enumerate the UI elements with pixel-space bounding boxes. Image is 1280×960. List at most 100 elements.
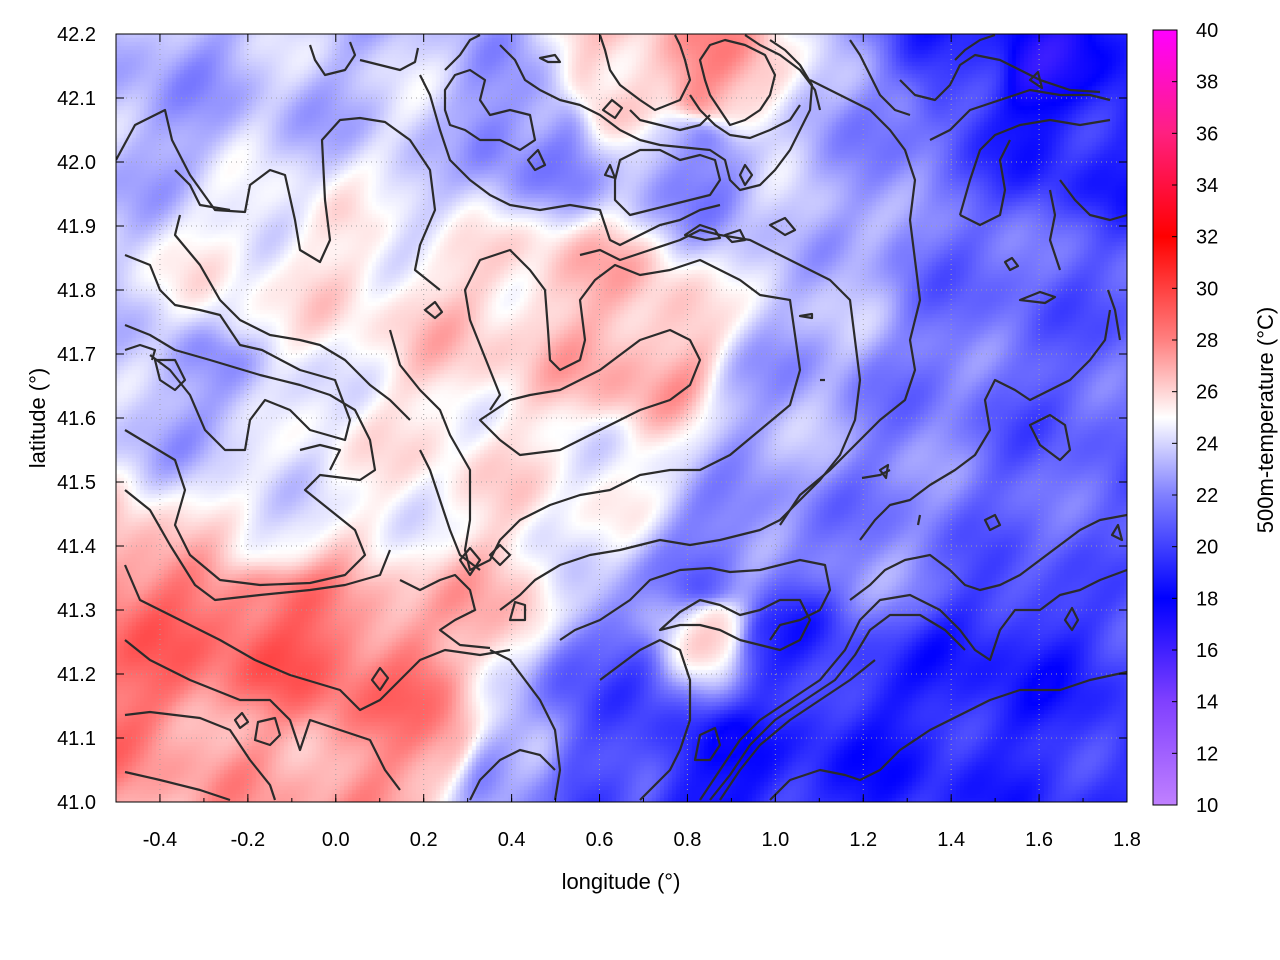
x-tick-label: 1.2 <box>849 829 877 851</box>
colorbar-tick-label: 38 <box>1196 72 1218 94</box>
contour-line <box>308 41 357 77</box>
colorbar-tick-label: 30 <box>1196 278 1218 300</box>
contour-line <box>603 163 617 180</box>
colorbar-tick-label: 14 <box>1196 692 1218 714</box>
colorbar-rect <box>1152 29 1178 806</box>
contour-line <box>1018 290 1057 305</box>
y-tick-label: 41.7 <box>57 344 96 366</box>
colorbar-ticks: 10 12 14 16 18 20 22 24 26 28 30 32 34 36 38 40 <box>1172 20 1218 817</box>
contour-line <box>1110 523 1124 542</box>
contour-line <box>693 726 722 762</box>
contour-line <box>123 564 511 712</box>
colorbar-tick-label: 10 <box>1196 795 1218 817</box>
y-tick-label: 41.3 <box>57 600 96 622</box>
colorbar-tick-label: 34 <box>1196 175 1218 197</box>
contour-line <box>744 34 822 111</box>
contour-line <box>499 228 862 611</box>
contour-line <box>899 53 1101 102</box>
colorbar-tick-label: 12 <box>1196 743 1218 765</box>
y-tick-label: 41.2 <box>57 664 96 686</box>
contour-line <box>1028 413 1072 462</box>
x-axis-label: longitude (°) <box>562 869 681 894</box>
x-tick-label: -0.2 <box>231 829 265 851</box>
contour-line <box>488 543 512 567</box>
contour-line <box>798 312 814 320</box>
contour-line <box>709 613 966 801</box>
contour-line <box>699 568 1127 801</box>
contour-line <box>526 148 547 172</box>
colorbar-tick-label: 28 <box>1196 330 1218 352</box>
contour-line <box>916 514 922 526</box>
contour-line <box>601 98 624 120</box>
x-tick-label: 0.0 <box>322 829 350 851</box>
contour-line <box>613 148 722 217</box>
contour-line <box>499 39 814 192</box>
contour-line <box>538 53 562 64</box>
x-tick-label: 0.8 <box>674 829 702 851</box>
contour-line <box>253 716 282 747</box>
contour-line <box>124 253 352 452</box>
colorbar: 10 12 14 16 18 20 22 24 26 28 30 32 34 36 38 40 500m-te… <box>1152 20 1278 817</box>
x-tick-label: 1.4 <box>937 829 965 851</box>
contour-line <box>598 34 692 112</box>
contour-line <box>1063 606 1080 632</box>
x-tick-label: 0.6 <box>586 829 614 851</box>
contour-line <box>599 638 692 801</box>
contour-line <box>388 248 802 572</box>
x-tick-label: -0.4 <box>143 829 177 851</box>
contour-line <box>153 358 187 392</box>
y-tick-label: 42.0 <box>57 152 96 174</box>
y-axis: 41.0 41.1 41.2 41.3 41.4 41.5 41.6 41.7 41.8 41.9… <box>57 24 1127 814</box>
y-tick-label: 41.5 <box>57 472 96 494</box>
contour-line <box>469 748 556 801</box>
contour-line <box>508 600 527 622</box>
contour-line <box>1028 70 1044 90</box>
y-tick-label: 41.8 <box>57 280 96 302</box>
contour-line <box>629 109 711 132</box>
contour-line <box>359 47 420 72</box>
contour-line <box>779 79 922 526</box>
x-axis: -0.4 -0.2 0.0 0.2 0.4 0.6 0.8 1.0 1.2 1.4 1.6 1.8 <box>115 34 1141 851</box>
x-tick-label: 0.4 <box>498 829 526 851</box>
contour-line <box>849 39 911 117</box>
contour-line <box>124 323 377 587</box>
contour-line <box>1048 189 1062 271</box>
x-tick-label: 0.2 <box>410 829 438 851</box>
contour-line <box>954 34 996 61</box>
colorbar-tick-label: 32 <box>1196 227 1218 249</box>
contour-line <box>769 670 1127 801</box>
contour-line <box>959 139 1011 227</box>
contour-line <box>1059 179 1127 222</box>
contour-line <box>458 546 482 577</box>
contour-line <box>958 118 1111 216</box>
contour-line <box>719 659 876 801</box>
colorbar-tick-label: 16 <box>1196 640 1218 662</box>
contour-line <box>1106 289 1122 341</box>
colorbar-tick-label: 20 <box>1196 537 1218 559</box>
y-axis-label: latitude (°) <box>25 368 50 469</box>
colorbar-tick-label: 36 <box>1196 123 1218 145</box>
contour-line <box>723 228 747 244</box>
colorbar-tick-label: 22 <box>1196 485 1218 507</box>
contour-line <box>299 443 342 471</box>
contour-line <box>859 309 1112 541</box>
contour-line <box>689 94 801 140</box>
contour-line <box>444 34 481 71</box>
contour-line <box>124 489 392 602</box>
contour-line <box>116 108 441 291</box>
contour-line <box>1003 256 1020 272</box>
y-tick-label: 41.1 <box>57 728 96 750</box>
x-tick-label: 1.0 <box>761 829 789 851</box>
contour-line <box>124 710 277 801</box>
y-tick-label: 41.0 <box>57 792 96 814</box>
contour-line <box>173 214 411 421</box>
contour-line <box>983 513 1002 532</box>
contour-line <box>124 639 401 791</box>
colorbar-tick-label: 18 <box>1196 588 1218 610</box>
contour-line <box>861 469 891 480</box>
contour-line <box>738 163 754 187</box>
contour-line <box>174 169 231 212</box>
colorbar-tick-label: 24 <box>1196 433 1218 455</box>
colorbar-label: 500m-temperature (°C) <box>1253 307 1278 533</box>
